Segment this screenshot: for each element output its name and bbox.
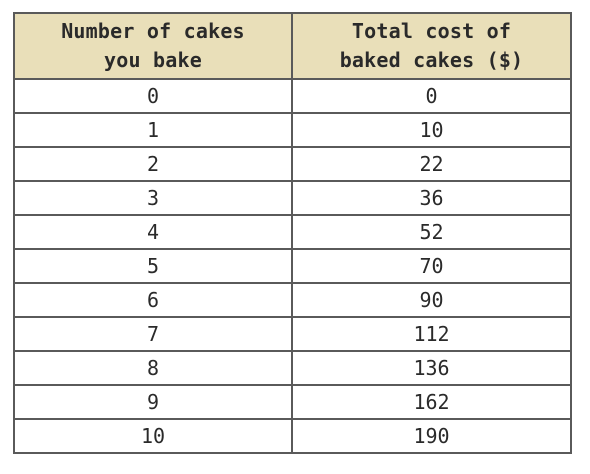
header-line: you bake [104,48,202,72]
table-row: 2 22 [15,146,570,182]
table-row: 3 36 [15,180,570,216]
table-header-row: Number of cakes you bake Total cost of b… [15,14,570,80]
table-row: 10 190 [15,418,570,452]
cost-cell: 0 [291,78,570,114]
cost-cell: 52 [291,214,570,250]
cost-cell: 22 [291,146,570,182]
header-line: Total cost of [351,19,512,43]
header-number-of-cakes: Number of cakes you bake [15,14,293,80]
cost-cell: 36 [291,180,570,216]
cakes-cell: 8 [15,350,293,386]
table-row: 1 10 [15,112,570,148]
header-line: baked cakes ($) [339,48,524,72]
cakes-cell: 9 [15,384,293,420]
table-row: 7 112 [15,316,570,352]
cakes-cell: 2 [15,146,293,182]
table-row: 4 52 [15,214,570,250]
cakes-cell: 7 [15,316,293,352]
table-row: 5 70 [15,248,570,284]
table-row: 6 90 [15,282,570,318]
table-row: 0 0 [15,78,570,114]
cost-cell: 112 [291,316,570,352]
cakes-cell: 1 [15,112,293,148]
cakes-cell: 6 [15,282,293,318]
table-row: 8 136 [15,350,570,386]
header-line: Number of cakes [61,19,245,43]
cakes-cell: 0 [15,78,293,114]
cakes-cell: 10 [15,418,293,452]
cakes-cell: 5 [15,248,293,284]
cakes-cell: 3 [15,180,293,216]
cost-table: Number of cakes you bake Total cost of b… [13,12,572,454]
cost-cell: 136 [291,350,570,386]
cost-cell: 10 [291,112,570,148]
cost-cell: 90 [291,282,570,318]
cost-cell: 162 [291,384,570,420]
cakes-cell: 4 [15,214,293,250]
cost-cell: 70 [291,248,570,284]
cost-cell: 190 [291,418,570,452]
cost-table-grid: Number of cakes you bake Total cost of b… [15,14,570,452]
table-row: 9 162 [15,384,570,420]
header-total-cost: Total cost of baked cakes ($) [291,14,570,80]
